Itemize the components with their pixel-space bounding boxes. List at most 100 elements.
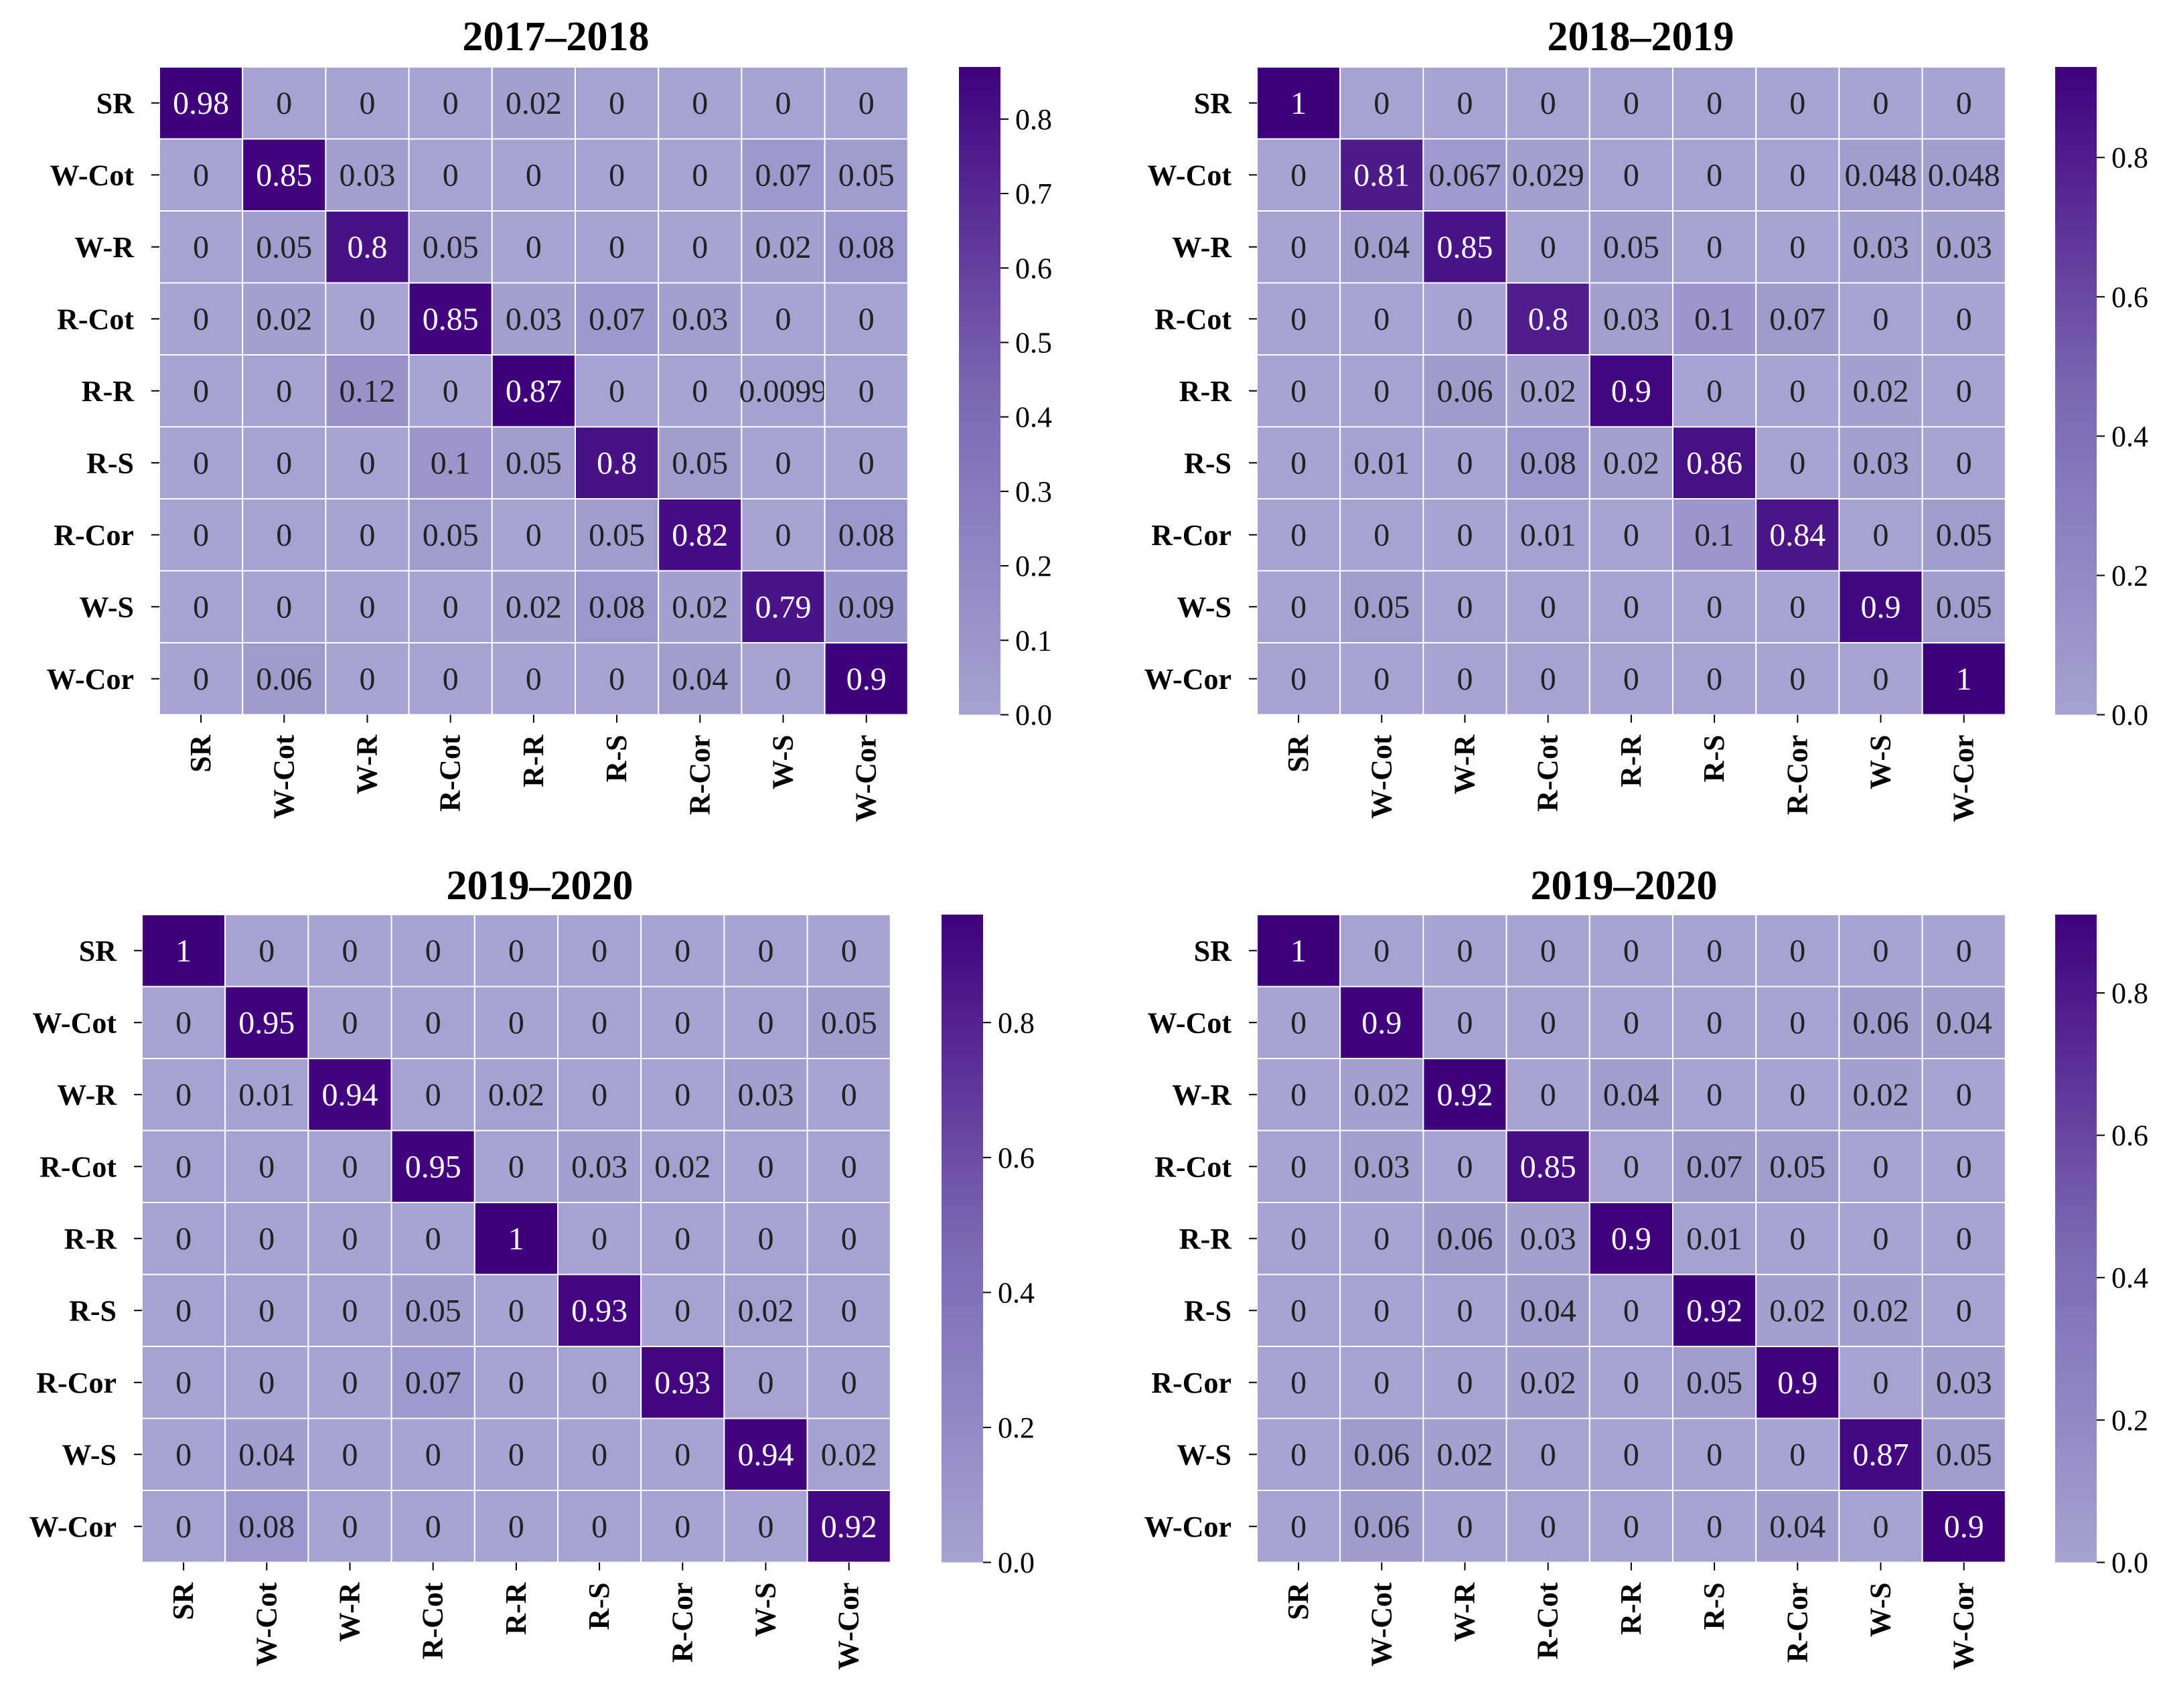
- cell-value: 0: [1290, 1509, 1307, 1545]
- cell-value: 0.85: [1520, 1149, 1576, 1184]
- heatmap-cell: [325, 210, 410, 284]
- cell-value: 0.01: [238, 1077, 295, 1113]
- cell-value: 0: [342, 1437, 358, 1472]
- cell-value: 0: [342, 933, 358, 969]
- heatmap-cell: [1505, 1417, 1590, 1491]
- heatmap-cell: [723, 986, 808, 1059]
- cell-value: 0: [591, 1005, 607, 1040]
- cell-value: 0: [775, 301, 792, 337]
- cell-value: 0.84: [1769, 518, 1825, 553]
- row-label: R-R: [1179, 375, 1232, 408]
- cell-value: 0: [1623, 662, 1639, 697]
- heatmap-cell: [159, 282, 244, 356]
- cell-value: 0.02: [1603, 445, 1659, 481]
- row-label: R-Cot: [40, 1150, 117, 1183]
- cell-value: 0: [1290, 1293, 1307, 1328]
- cell-value: 1: [1290, 86, 1307, 121]
- cell-value: 0: [758, 1005, 774, 1040]
- cell-value: 0: [360, 662, 376, 697]
- heatmap-cell: [658, 570, 743, 643]
- cell-value: 0.04: [672, 662, 728, 697]
- cell-value: 0: [1457, 589, 1473, 625]
- cell-value: 0: [692, 230, 708, 265]
- row-label: W-R: [1172, 1079, 1232, 1111]
- cell-value: 0: [1956, 445, 1972, 481]
- column-label: W-Cot: [1365, 734, 1398, 819]
- cell-value: 0.02: [654, 1149, 711, 1184]
- heatmap-cell: [159, 138, 244, 212]
- heatmap-cell: [1672, 1273, 1757, 1347]
- cell-value: 0: [1706, 1509, 1722, 1545]
- row-label: R-Cor: [36, 1367, 117, 1399]
- cell-value: 0.02: [256, 301, 312, 337]
- heatmap-cell: [1505, 1058, 1590, 1132]
- heatmap-cell: [1838, 642, 1923, 716]
- cell-value: 0: [1873, 86, 1889, 121]
- cell-value: 0.02: [672, 589, 728, 625]
- heatmap-cell: [1755, 986, 1840, 1059]
- cell-value: 0.07: [589, 301, 645, 337]
- heatmap-cell: [473, 1202, 558, 1275]
- cell-value: 0: [1457, 86, 1473, 121]
- heatmap-cell: [1672, 498, 1757, 572]
- heatmap-cell: [1588, 1346, 1674, 1419]
- heatmap-cell: [325, 66, 410, 140]
- cell-value: 0: [360, 518, 376, 553]
- heatmap-cell: [1755, 210, 1840, 284]
- row-label: R-R: [64, 1223, 117, 1255]
- cell-value: 0: [360, 86, 376, 121]
- heatmap-cell: [1755, 1130, 1840, 1203]
- heatmap-cell: [325, 354, 410, 428]
- cell-value: 0: [508, 1149, 524, 1184]
- cell-value: 0.03: [1853, 445, 1909, 481]
- heatmap-cell: [224, 986, 309, 1059]
- heatmap-cell: [640, 1273, 725, 1347]
- heatmap-cell: [390, 1346, 475, 1419]
- heatmap-cell: [557, 1490, 642, 1563]
- cell-value: 0.9: [1944, 1509, 1984, 1545]
- heatmap-cell: [1921, 642, 2006, 716]
- column-label: W-R: [1448, 1581, 1481, 1642]
- colorbar-tick-label: 0.4: [998, 1276, 1035, 1309]
- heatmap-cell: [741, 66, 826, 140]
- row-label: SR: [79, 935, 117, 967]
- row-label: W-Cor: [1144, 1510, 1231, 1543]
- heatmap-cell: [1339, 1490, 1424, 1563]
- colorbar: [942, 915, 983, 1563]
- heatmap-cell: [1422, 282, 1507, 356]
- column-label: W-Cor: [832, 1583, 865, 1670]
- cell-value: 0.048: [1928, 157, 2000, 193]
- cell-value: 0: [193, 518, 209, 553]
- cell-value: 0: [443, 86, 459, 121]
- heatmap-cell: [658, 354, 743, 428]
- column-label: W-Cor: [1947, 735, 1980, 822]
- cell-value: 0.03: [340, 157, 396, 193]
- cell-value: 0.1: [431, 445, 471, 481]
- cell-value: 0: [1789, 1437, 1805, 1472]
- cell-value: 0.05: [838, 157, 895, 193]
- cell-value: 0: [858, 301, 875, 337]
- heatmap-cell: [159, 642, 244, 716]
- cell-value: 0: [443, 589, 459, 625]
- cell-value: 0: [674, 933, 690, 969]
- heatmap-cell: [1505, 498, 1590, 572]
- cell-value: 0: [1789, 445, 1805, 481]
- heatmap-cell: [159, 354, 244, 428]
- cell-value: 0: [425, 1005, 441, 1040]
- row-label: R-Cot: [1154, 303, 1231, 335]
- cell-value: 0: [508, 1365, 524, 1401]
- heatmap-cell: [806, 1130, 891, 1203]
- cell-value: 0.0099: [739, 374, 828, 409]
- cell-value: 0.94: [738, 1437, 794, 1472]
- cell-value: 0: [443, 374, 459, 409]
- heatmap-cell: [1256, 986, 1341, 1059]
- heatmap-cell: [1921, 570, 2006, 643]
- chart-title: 2019–2020: [447, 863, 633, 909]
- heatmap-cell: [723, 1490, 808, 1563]
- column-label: R-Cot: [1532, 734, 1564, 811]
- cell-value: 0: [1706, 230, 1722, 265]
- cell-value: 0: [276, 445, 292, 481]
- row-label: SR: [1194, 87, 1232, 120]
- cell-value: 0: [1457, 1365, 1473, 1401]
- heatmap-cell: [723, 1417, 808, 1491]
